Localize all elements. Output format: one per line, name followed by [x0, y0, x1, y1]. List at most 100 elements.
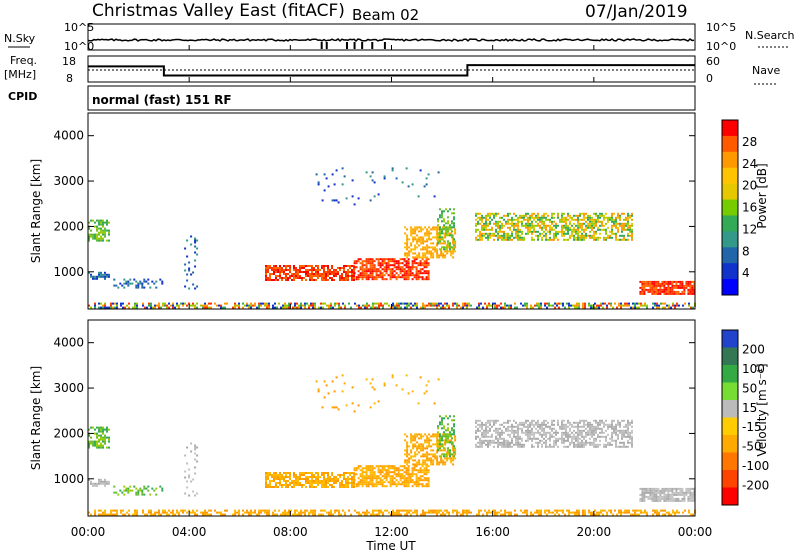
- power-cell: [267, 265, 269, 267]
- velocity-cell: [475, 421, 477, 424]
- power-colorbar-label: Power [dB]: [755, 163, 769, 228]
- power-cell: [377, 274, 380, 277]
- velocity-cell: [503, 421, 505, 424]
- power-cell: [657, 292, 660, 295]
- power-cell: [581, 222, 583, 225]
- velocity-cell: [389, 471, 392, 474]
- velocity-cell: [535, 437, 537, 440]
- velocity-cell: [657, 491, 660, 494]
- power-cell: [681, 284, 684, 287]
- power-cell: [555, 224, 557, 227]
- power-cell: [581, 228, 583, 231]
- power-cell: [297, 269, 299, 271]
- colorbar-swatch: [722, 417, 738, 436]
- power-cell: [410, 234, 413, 237]
- velocity-cell: [656, 509, 658, 512]
- power-cell: [190, 273, 193, 276]
- power-cell: [543, 224, 545, 227]
- velocity-cell: [521, 421, 523, 424]
- velocity-cell: [441, 435, 443, 438]
- velocity-cell: [391, 465, 394, 468]
- power-cell: [366, 304, 368, 307]
- power-cell: [613, 218, 615, 221]
- velocity-cell: [334, 509, 336, 512]
- power-cell: [572, 304, 574, 307]
- power-cell: [555, 230, 557, 233]
- power-cell: [369, 270, 372, 273]
- power-cell: [454, 246, 457, 249]
- power-cell: [519, 238, 521, 241]
- power-cell: [595, 238, 597, 241]
- power-cell: [426, 230, 429, 233]
- velocity-cell: [387, 469, 390, 472]
- colorbar-frame: [721, 119, 739, 296]
- power-cell: [100, 237, 102, 240]
- velocity-cell: [551, 423, 553, 426]
- power-cell: [323, 277, 325, 279]
- velocity-cell: [571, 425, 573, 428]
- velocity-cell: [375, 479, 378, 482]
- power-cell: [422, 238, 425, 241]
- velocity-cell: [373, 402, 376, 405]
- velocity-cell: [268, 509, 270, 512]
- power-cell: [589, 216, 591, 219]
- power-cell: [507, 222, 509, 225]
- power-cell: [505, 220, 507, 223]
- velocity-cell: [498, 511, 500, 514]
- power-cell: [420, 228, 423, 231]
- power-cell: [425, 177, 428, 180]
- velocity-cell: [533, 419, 535, 422]
- power-cell: [507, 212, 509, 215]
- velocity-cell: [313, 476, 315, 478]
- power-cell: [475, 230, 477, 233]
- velocity-cell: [420, 443, 423, 446]
- power-cell: [487, 232, 489, 235]
- velocity-cell: [669, 493, 672, 496]
- power-cell: [454, 240, 457, 243]
- power-cell: [651, 282, 654, 285]
- power-cell: [439, 226, 441, 229]
- velocity-cell: [549, 431, 551, 434]
- velocity-cell: [369, 406, 372, 409]
- velocity-cell: [310, 509, 312, 512]
- power-cell: [643, 288, 646, 291]
- velocity-cell: [414, 455, 417, 458]
- velocity-cell: [631, 419, 633, 422]
- velocity-cell: [277, 476, 279, 478]
- velocity-cell: [426, 437, 429, 440]
- power-cell: [663, 282, 666, 285]
- power-cell: [339, 275, 341, 277]
- power-cell: [503, 218, 505, 221]
- velocity-cell: [581, 419, 583, 422]
- velocity-cell: [519, 441, 521, 444]
- velocity-cell: [318, 513, 320, 516]
- velocity-cell: [408, 459, 411, 462]
- velocity-cell: [94, 509, 96, 512]
- velocity-cell: [445, 429, 447, 432]
- power-cell: [331, 277, 333, 279]
- velocity-cell: [551, 419, 553, 422]
- velocity-cell: [151, 487, 154, 490]
- velocity-cell: [439, 439, 441, 442]
- velocity-cell: [416, 461, 419, 464]
- velocity-cell: [519, 437, 521, 440]
- power-cell: [583, 216, 585, 219]
- velocity-cell: [541, 445, 543, 448]
- power-cell: [660, 302, 662, 305]
- velocity-cell: [552, 511, 554, 514]
- power-cell: [585, 234, 587, 237]
- velocity-cell: [632, 509, 634, 512]
- power-cell: [192, 304, 194, 307]
- power-cell: [430, 250, 433, 253]
- power-cell: [415, 276, 418, 279]
- velocity-cell: [344, 511, 346, 514]
- velocity-cell: [134, 509, 136, 512]
- power-cell: [683, 286, 686, 289]
- velocity-cell: [593, 427, 595, 430]
- velocity-cell: [355, 473, 358, 476]
- velocity-cell: [671, 493, 674, 496]
- power-cell: [638, 302, 640, 305]
- velocity-cell: [132, 513, 134, 516]
- power-cell: [484, 302, 486, 305]
- velocity-cell: [523, 445, 525, 448]
